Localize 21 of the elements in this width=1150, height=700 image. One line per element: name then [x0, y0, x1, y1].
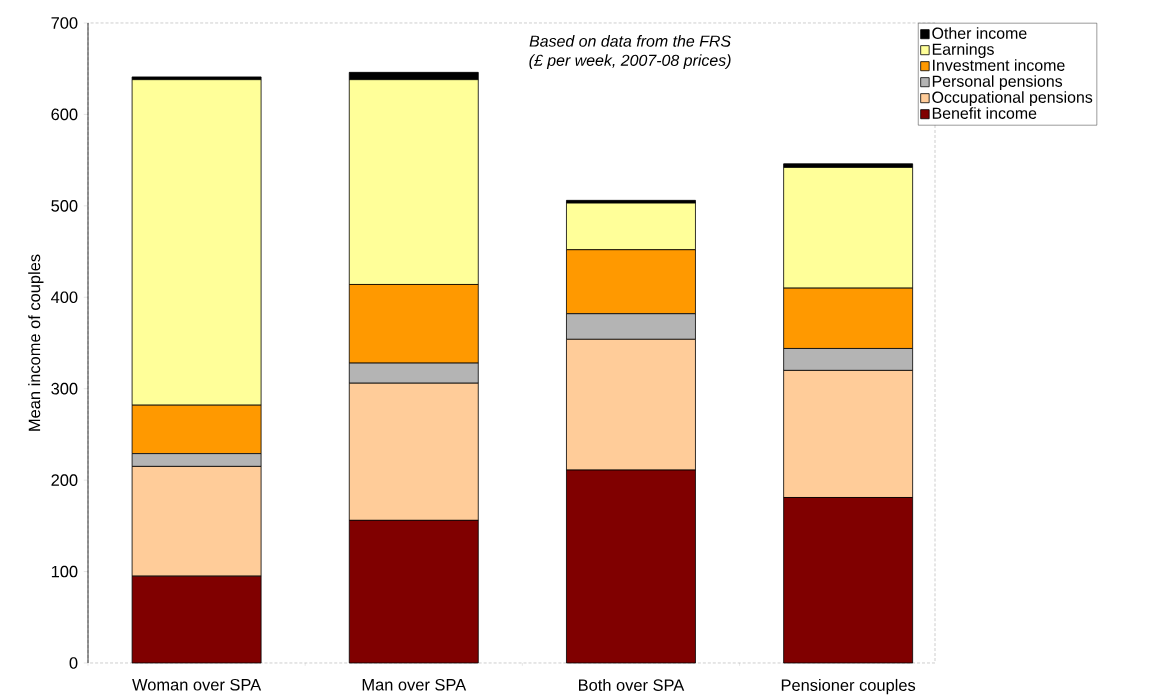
- x-tick-label: Both over SPA: [579, 678, 685, 691]
- x-tick-label: Woman over SPA: [132, 678, 262, 691]
- y-tick-label: 200: [51, 474, 78, 486]
- y-tick-label: 400: [51, 291, 78, 304]
- x-tick-label: Man over SPA: [362, 678, 467, 691]
- legend-label: Investment income: [933, 59, 1065, 71]
- y-tick-label: 600: [51, 108, 78, 121]
- annotation: (£ per week, 2007-08 prices): [529, 54, 731, 70]
- legend-label: Occupational pensions: [932, 91, 1093, 107]
- x-tick-label: Pensioner couples: [781, 678, 916, 695]
- legend-label: Earnings: [932, 43, 994, 59]
- legend-label: Benefit income: [932, 107, 1037, 119]
- legend-label: Personal pensions: [932, 75, 1063, 91]
- annotation: Based on data from the FRS: [529, 35, 731, 47]
- y-axis-title: Mean income of couples: [28, 254, 44, 431]
- y-tick-label: 700: [51, 17, 78, 29]
- legend-label: Other income: [932, 27, 1027, 39]
- y-tick-label: 100: [51, 565, 78, 578]
- y-tick-label: 0: [69, 657, 78, 669]
- y-tick-label: 300: [51, 382, 78, 395]
- y-tick-label: 500: [51, 200, 78, 212]
